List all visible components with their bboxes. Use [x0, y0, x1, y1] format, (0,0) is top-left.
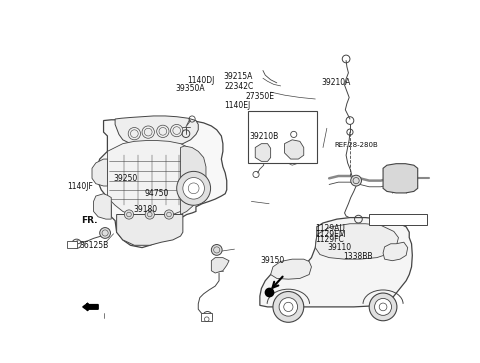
Circle shape	[279, 298, 298, 316]
Circle shape	[369, 293, 397, 321]
Text: 1140EJ: 1140EJ	[225, 101, 251, 110]
Text: 1140JF: 1140JF	[67, 182, 93, 191]
Text: 39110: 39110	[327, 242, 351, 252]
Bar	[369, 214, 427, 224]
Circle shape	[351, 175, 361, 186]
Polygon shape	[115, 116, 198, 147]
Polygon shape	[94, 194, 111, 219]
Text: 36125B: 36125B	[79, 241, 108, 250]
Polygon shape	[383, 164, 418, 193]
Text: 39210A: 39210A	[322, 78, 351, 87]
Polygon shape	[92, 159, 108, 186]
Circle shape	[164, 210, 174, 219]
Polygon shape	[285, 140, 304, 159]
Polygon shape	[383, 242, 408, 261]
Bar	[201, 313, 212, 321]
Polygon shape	[117, 215, 183, 245]
Text: 1129FC: 1129FC	[315, 235, 344, 244]
Bar	[67, 241, 77, 248]
Polygon shape	[255, 144, 271, 162]
Circle shape	[124, 210, 133, 219]
Bar	[248, 111, 317, 163]
Polygon shape	[108, 140, 192, 215]
Text: 39210B: 39210B	[250, 132, 279, 141]
Text: 39250: 39250	[114, 174, 138, 183]
Text: REF.28-280B: REF.28-280B	[334, 142, 378, 148]
Text: 1338BB: 1338BB	[343, 252, 372, 261]
Text: 39350A: 39350A	[176, 84, 205, 93]
Circle shape	[177, 171, 211, 205]
Text: FR.: FR.	[82, 216, 98, 225]
Polygon shape	[96, 118, 227, 248]
Text: 39150: 39150	[260, 256, 284, 265]
Circle shape	[145, 210, 155, 219]
Polygon shape	[211, 258, 229, 273]
Circle shape	[183, 178, 204, 199]
Text: 94750: 94750	[144, 189, 169, 199]
Polygon shape	[180, 146, 206, 215]
Circle shape	[211, 245, 222, 255]
Circle shape	[374, 298, 392, 315]
Circle shape	[273, 291, 304, 322]
Text: 1129AU: 1129AU	[315, 224, 345, 233]
Text: 1140DJ: 1140DJ	[187, 76, 214, 85]
Polygon shape	[83, 303, 98, 311]
Text: 22342C: 22342C	[225, 82, 254, 90]
Polygon shape	[271, 259, 312, 279]
Text: 27350E: 27350E	[246, 92, 275, 101]
Text: 1129EM: 1129EM	[315, 230, 346, 239]
Text: 39215A: 39215A	[224, 72, 253, 81]
Text: 39180: 39180	[133, 205, 157, 215]
Circle shape	[100, 228, 110, 238]
Polygon shape	[260, 217, 412, 307]
Polygon shape	[315, 224, 398, 259]
